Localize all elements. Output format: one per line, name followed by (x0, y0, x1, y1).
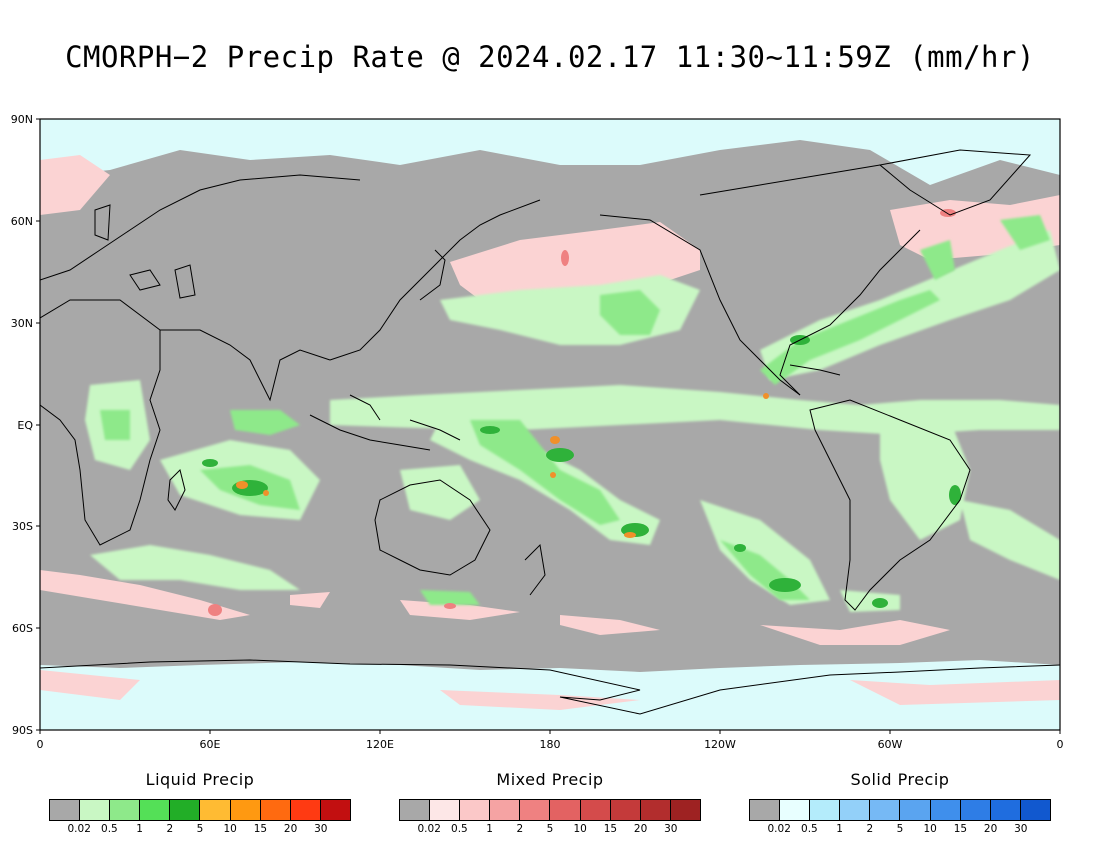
lat-label: 60N (11, 215, 33, 228)
legend-swatch (640, 800, 671, 820)
legend-swatch (140, 800, 171, 820)
legend-swatch (230, 800, 261, 820)
legend-colorbar (49, 799, 351, 821)
legend-swatch (930, 800, 961, 820)
legend-swatch (520, 800, 551, 820)
legend-swatch (170, 800, 201, 820)
legend-ticks: 0.02 0.5 1 2 5 10 15 20 30 (749, 821, 1051, 835)
legend-swatch (610, 800, 641, 820)
legend-swatch (870, 800, 901, 820)
legend-liquid: Liquid Precip 0.02 0.5 1 2 5 10 15 20 30 (49, 770, 351, 835)
legend-colorbar (749, 799, 1051, 821)
legend-ticks: 0.02 0.5 1 2 5 10 15 20 30 (49, 821, 351, 835)
tick-marks (36, 118, 1061, 734)
legend-tick-label: 1 (486, 823, 493, 835)
legend-swatch (50, 800, 81, 820)
legend-tick-label: 15 (253, 823, 268, 835)
legend-swatch (320, 800, 350, 820)
legend-swatch (810, 800, 841, 820)
lon-label: 120E (366, 738, 394, 751)
legend-tick-label: 30 (314, 823, 328, 835)
lon-label: 60W (878, 738, 903, 751)
lon-label: 120W (704, 738, 736, 751)
legend-tick-label: 2 (166, 823, 174, 835)
lat-label: 60S (12, 622, 33, 635)
legend-tick-label: 20 (983, 823, 998, 835)
lat-label: 30S (12, 520, 33, 533)
legend-swatch (960, 800, 991, 820)
legend-tick-label: 0.02 (67, 823, 91, 835)
legend-tick-label: 30 (664, 823, 678, 835)
legend-tick-label: 15 (603, 823, 618, 835)
legend-tick-label: 2 (866, 823, 874, 835)
legend-tick-label: 1 (136, 823, 143, 835)
legend-swatch (460, 800, 491, 820)
lon-label: 180 (540, 738, 561, 751)
lon-label: 0 (1057, 738, 1064, 751)
legend-title: Mixed Precip (496, 770, 604, 789)
legend-tick-label: 10 (573, 823, 587, 835)
legend-tick-label: 20 (633, 823, 648, 835)
legend-swatch (550, 800, 581, 820)
legend-swatch (670, 800, 700, 820)
legend-tick-label: 5 (196, 823, 204, 835)
legend-tick-label: 30 (1014, 823, 1028, 835)
legend-swatch (840, 800, 871, 820)
legend-swatch (580, 800, 611, 820)
lat-label: 90N (11, 113, 33, 126)
legend-swatch (900, 800, 931, 820)
legend-swatch (430, 800, 461, 820)
precip-map: 90N 60N 30N EQ 30S 60S 90S 0 60E 120E 18… (11, 113, 1064, 751)
arctic-solid-precip (40, 119, 1060, 185)
legend-mixed: Mixed Precip 0.02 0.5 1 2 5 10 15 20 30 (399, 770, 701, 835)
lat-label: 90S (12, 724, 33, 737)
mixed-precip-moderate (208, 209, 956, 616)
legend-swatch (290, 800, 321, 820)
legend-tick-label: 10 (923, 823, 937, 835)
lon-label: 0 (37, 738, 44, 751)
legend-swatch (990, 800, 1021, 820)
legend-tick-label: 0.5 (451, 823, 468, 835)
liquid-precip-heavy (202, 335, 961, 608)
legend-swatch (1020, 800, 1050, 820)
legend-title: Liquid Precip (145, 770, 255, 789)
legend-tick-label: 5 (896, 823, 904, 835)
lat-label: 30N (11, 317, 33, 330)
lat-label: EQ (17, 419, 33, 432)
legend-swatch (490, 800, 521, 820)
legend-tick-label: 1 (836, 823, 843, 835)
liquid-precip-peak (236, 393, 769, 538)
legend-tick-label: 20 (283, 823, 298, 835)
legend-tick-label: 10 (223, 823, 237, 835)
legend-swatch (780, 800, 811, 820)
legend-tick-label: 5 (546, 823, 554, 835)
legend-swatch (80, 800, 111, 820)
legend-swatch (750, 800, 781, 820)
legend-colorbar (399, 799, 701, 821)
legend-tick-label: 0.5 (101, 823, 118, 835)
legend-title: Solid Precip (850, 770, 950, 789)
legend-tick-label: 15 (953, 823, 968, 835)
coastlines (40, 149, 1060, 715)
legend-tick-label: 2 (516, 823, 524, 835)
legend-tick-label: 0.02 (417, 823, 441, 835)
legend-ticks: 0.02 0.5 1 2 5 10 15 20 30 (399, 821, 701, 835)
legend-swatch (400, 800, 431, 820)
lon-label: 60E (200, 738, 221, 751)
legend-swatch (200, 800, 231, 820)
legend-tick-label: 0.02 (767, 823, 791, 835)
map-title: CMORPH−2 Precip Rate @ 2024.02.17 11:30~… (65, 40, 1035, 74)
legend-swatch (260, 800, 291, 820)
legend-solid: Solid Precip 0.02 0.5 1 2 5 10 15 20 30 (749, 770, 1051, 835)
legend-swatch (110, 800, 141, 820)
legend-tick-label: 0.5 (801, 823, 818, 835)
